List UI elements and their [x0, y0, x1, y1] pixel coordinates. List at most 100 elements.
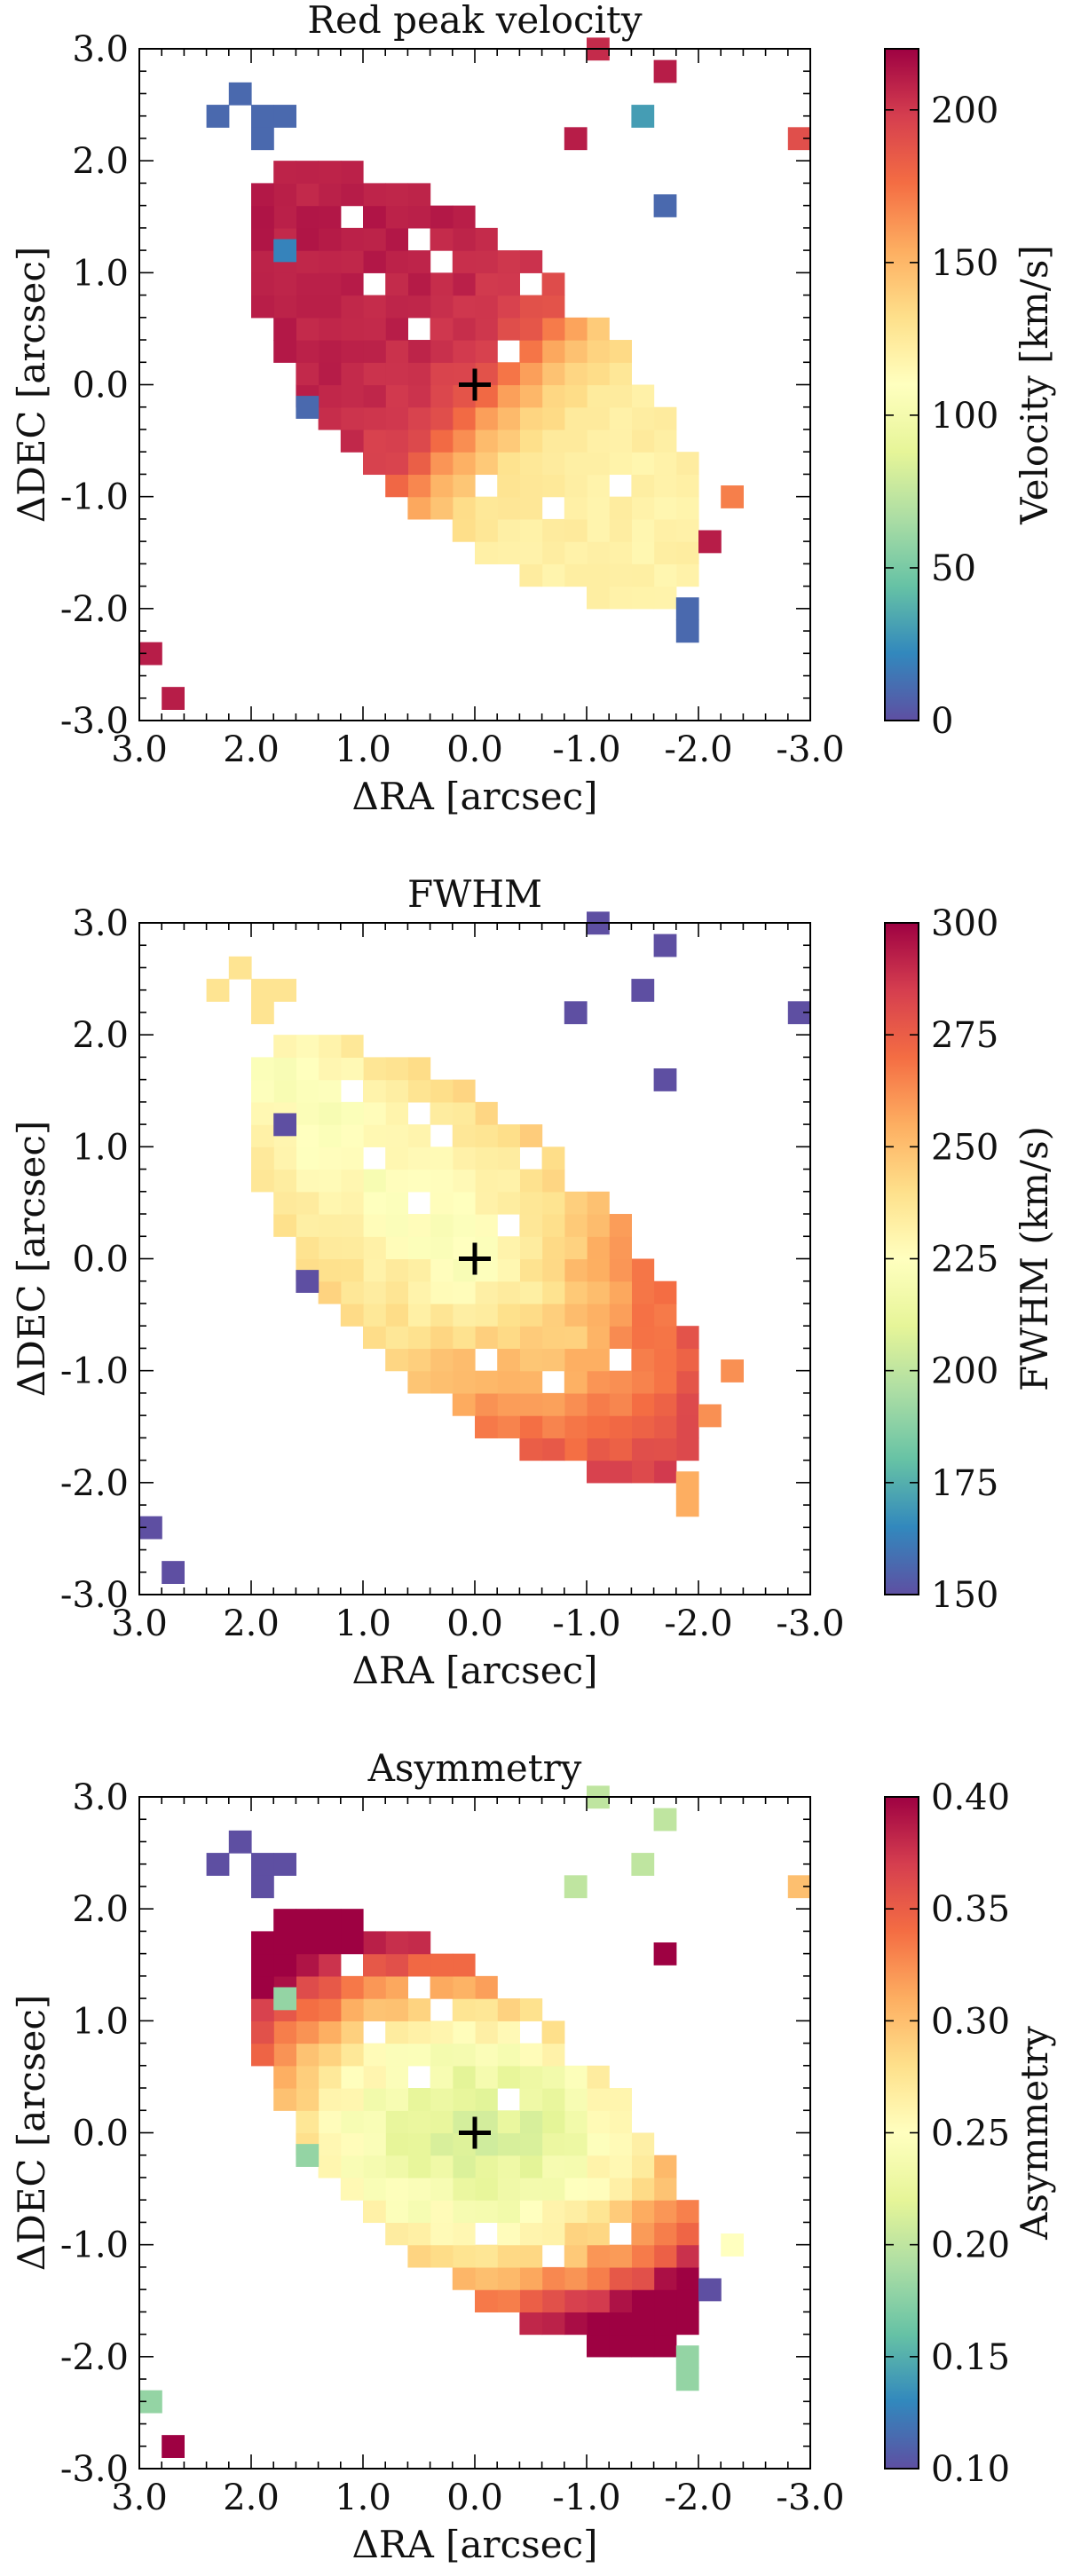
heatmap-cell: [318, 1998, 342, 2021]
heatmap-cell: [340, 1909, 364, 1932]
heatmap-cell: [318, 295, 342, 319]
heatmap-cell: [587, 563, 610, 587]
colorbar-label: FWHM (km/s): [1013, 1126, 1056, 1391]
heatmap-cell: [541, 1146, 565, 1170]
heatmap-cell: [609, 2200, 632, 2224]
heatmap-cell: [340, 2065, 364, 2089]
heatmap-cell: [452, 2266, 476, 2290]
heatmap-cell: [430, 429, 454, 453]
heatmap-cell: [385, 429, 408, 453]
heatmap-cell: [452, 406, 476, 430]
heatmap-cell: [385, 1079, 408, 1103]
heatmap-cell: [541, 1191, 565, 1215]
heatmap-cell: [653, 474, 677, 498]
heatmap-cell: [430, 1348, 454, 1372]
heatmap-cell: [541, 1415, 565, 1438]
heatmap-cell: [318, 340, 342, 363]
heatmap-cell: [385, 1303, 408, 1327]
y-tick-label: 3.0: [72, 29, 129, 70]
heatmap-cell: [653, 934, 677, 957]
heatmap-cell: [407, 183, 431, 207]
heatmap-cell: [609, 496, 632, 520]
heatmap-cell: [318, 406, 342, 430]
heatmap-cell: [587, 2289, 610, 2312]
heatmap-cell: [475, 406, 498, 430]
x-tick-label: 2.0: [223, 2478, 280, 2518]
heatmap-cell: [407, 295, 431, 319]
heatmap-cell: [340, 2110, 364, 2134]
heatmap-cell: [318, 2110, 342, 2134]
colorbar-tick-label: 150: [931, 243, 998, 284]
axis-ticks: [138, 922, 811, 1595]
heatmap-cell: [430, 1214, 454, 1237]
heatmap-cell: [407, 1326, 431, 1350]
heatmap-cell: [318, 183, 342, 207]
heatmap-cell: [251, 183, 274, 207]
heatmap-cell: [296, 1191, 320, 1215]
heatmap-cell: [653, 2244, 677, 2268]
heatmap-cell: [609, 340, 632, 363]
heatmap-cell: [587, 452, 610, 476]
heatmap-cell: [519, 1169, 543, 1193]
heatmap-cell: [452, 227, 476, 251]
heatmap-cell: [430, 227, 454, 251]
heatmap-cell: [318, 1975, 342, 1999]
heatmap-cell: [430, 406, 454, 430]
heatmap-cell: [430, 1370, 454, 1394]
heatmap-cell: [407, 1057, 431, 1081]
heatmap-cell: [273, 2043, 296, 2067]
heatmap-cell: [631, 563, 655, 587]
heatmap-cell: [519, 1214, 543, 1237]
heatmap-cell: [497, 474, 520, 498]
heatmap-cell: [430, 384, 454, 408]
heatmap-cell: [385, 1931, 408, 1955]
heatmap-cell: [340, 340, 364, 363]
heatmap-cell: [497, 1370, 520, 1394]
colorbar: 0 50 100 150 200 Velocity [km/s]: [884, 48, 1056, 742]
heatmap-cell: [430, 1146, 454, 1170]
heatmap-cell: [653, 452, 677, 476]
heatmap-cell: [609, 1280, 632, 1304]
heatmap-cell: [340, 1146, 364, 1170]
heatmap-cell: [475, 1214, 498, 1237]
heatmap-cell: [385, 1998, 408, 2021]
heatmap-cell: [452, 1169, 476, 1193]
heatmap-cell: [340, 1258, 364, 1282]
heatmap-cell: [519, 541, 543, 564]
heatmap-cell: [475, 1975, 498, 1999]
heatmap-cell: [318, 1035, 342, 1058]
heatmap-cell: [475, 518, 498, 542]
heatmap-cell: [430, 1258, 454, 1282]
heatmap-cell: [296, 1124, 320, 1147]
heatmap-cell: [318, 161, 342, 184]
heatmap-cell: [519, 496, 543, 520]
heatmap-cell: [273, 1987, 296, 2011]
heatmap-cell: [609, 1370, 632, 1394]
heatmap-cell: [340, 272, 364, 296]
heatmap-cell: [251, 1146, 274, 1170]
heatmap-cell: [206, 105, 230, 128]
heatmap-cell: [653, 1326, 677, 1350]
heatmap-cell: [363, 1931, 386, 1955]
heatmap-cell: [631, 1415, 655, 1438]
x-tick-label: -3.0: [776, 729, 844, 770]
y-tick-label: 0.0: [72, 1240, 129, 1280]
heatmap-cell: [475, 1326, 498, 1350]
heatmap-cell: [318, 1146, 342, 1170]
heatmap-cell: [541, 429, 565, 453]
heatmap-cell: [541, 1303, 565, 1327]
heatmap-cell: [541, 2043, 565, 2067]
heatmap-cell: [475, 2021, 498, 2044]
heatmap-cell: [407, 1236, 431, 1260]
heatmap-cell: [653, 2222, 677, 2246]
heatmap-cell: [273, 205, 296, 229]
heatmap-cell: [497, 2200, 520, 2224]
heatmap-cell: [609, 429, 632, 453]
heatmap-cell: [340, 2021, 364, 2044]
heatmap-cell: [430, 272, 454, 296]
heatmap-cell: [407, 1124, 431, 1147]
heatmap-cell: [519, 518, 543, 542]
heatmap-cell: [296, 272, 320, 296]
heatmap-cell: [564, 2244, 588, 2268]
heatmap-cell: [452, 1258, 476, 1282]
